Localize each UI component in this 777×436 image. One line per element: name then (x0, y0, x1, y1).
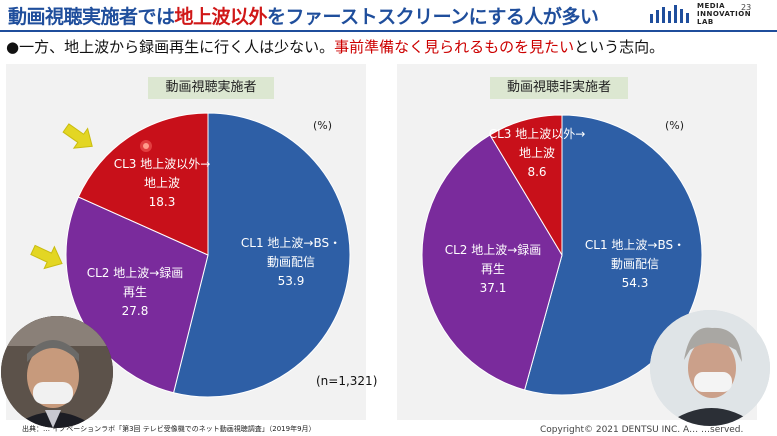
right-cl1-label: CL1 地上波→BS・ 動画配信 54.3 (584, 238, 686, 290)
yellow-arrow-icon (30, 244, 63, 270)
presenter-left-avatar (1, 316, 113, 428)
left-cl2-label: CL2 地上波→録画 再生 27.8 (86, 266, 184, 318)
page-title: 動画視聴実施者では地上波以外をファーストスクリーンにする人が多い (8, 2, 599, 29)
right-pie-slice-1 (524, 114, 703, 396)
red-pointer-icon (140, 140, 152, 152)
title-divider (0, 30, 777, 32)
title-part1: 動画視聴実施者では (8, 6, 175, 28)
logo-text: MEDIA INNOVATION LAB (697, 2, 752, 26)
left-chart-title: 動画視聴実施者 (148, 77, 274, 99)
left-pie-slice-1 (172, 112, 351, 398)
left-sample-size: (n=1,321) (316, 374, 378, 388)
left-cl1-label: CL1 地上波→BS・ 動画配信 53.9 (240, 236, 342, 288)
left-cl3-label: CL3 地上波以外→ 地上波 18.3 (113, 157, 211, 209)
webcam-right (650, 310, 770, 426)
bullet-highlight: 事前準備なく見られるものを見たい (334, 38, 575, 56)
right-unit-label: (%) (665, 119, 685, 132)
left-unit-label: (%) (313, 119, 333, 132)
right-pie (421, 114, 703, 396)
bullet-text: ●一方、地上波から録画再生に行く人は少ない。事前準備なく見られるものを見たいとい… (6, 38, 665, 56)
page-number: 23 (741, 3, 752, 12)
right-cl2-label: CL2 地上波→録画 再生 37.1 (444, 243, 542, 295)
title-highlight: 地上波以外 (174, 6, 268, 28)
right-pie-slice-3 (489, 114, 563, 257)
right-cl3-label: CL3 地上波以外→ 地上波 8.6 (488, 127, 586, 179)
yellow-arrow-icon (62, 123, 93, 149)
right-pie-slice-2 (421, 134, 563, 391)
source-note: 出典：… イノベーションラボ「第3回 テレビ受像機でのネット動画視聴調査」（20… (22, 425, 316, 433)
webcam-left (1, 316, 113, 428)
copyright-text: Copyright© 2021 DENTSU INC. A… …served. (540, 425, 744, 435)
left-pie-slice-3 (77, 112, 209, 256)
right-chart-title: 動画視聴非実施者 (490, 77, 628, 99)
presenter-right-avatar (650, 310, 770, 426)
title-part2: をファーストスクリーンにする人が多い (267, 6, 599, 28)
logo-bars-icon (650, 5, 689, 23)
